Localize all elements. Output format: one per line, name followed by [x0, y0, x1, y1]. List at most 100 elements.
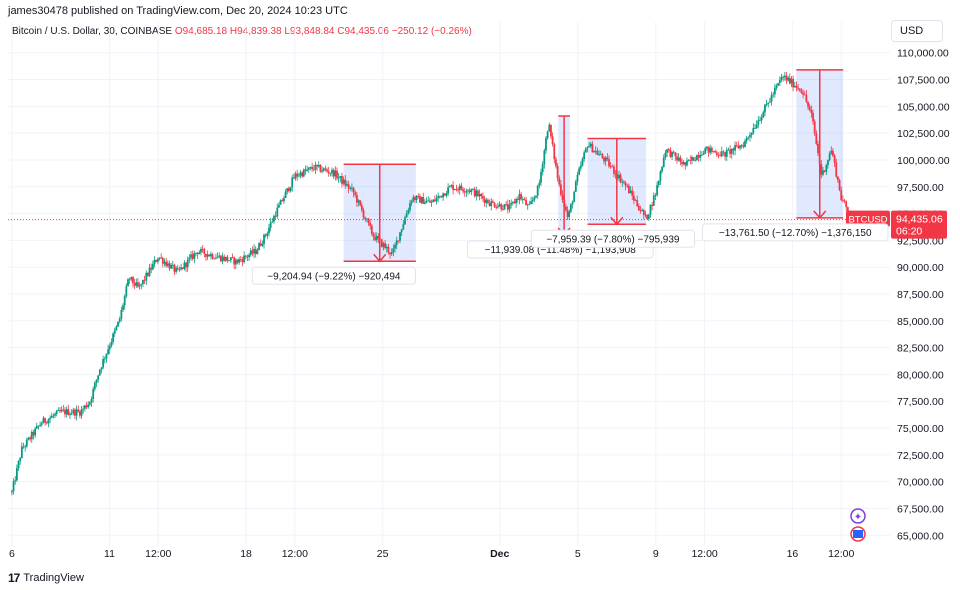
candle-body: [392, 248, 395, 253]
candle-body: [52, 415, 55, 417]
candle-body: [437, 196, 440, 199]
candle-body: [785, 75, 788, 81]
candle-body: [470, 189, 473, 193]
candle-body: [613, 166, 615, 174]
candle-body: [256, 250, 259, 254]
candle-body: [15, 468, 18, 481]
candle-body: [138, 285, 141, 287]
candle-body: [118, 318, 121, 322]
candle-body: [377, 235, 380, 239]
candle-body: [107, 349, 110, 354]
candle-body: [623, 181, 625, 183]
candle-body: [681, 161, 683, 165]
measure-label: −9,204.94 (−9.22%) −920,494: [267, 271, 401, 282]
candle-body: [432, 199, 435, 203]
candle-body: [684, 162, 687, 166]
y-tick-label: 90,000.00: [897, 262, 944, 274]
candle-body: [74, 409, 76, 416]
candle-body: [322, 168, 325, 171]
candle-body: [229, 257, 232, 261]
candle-body: [694, 160, 697, 162]
candle-body: [788, 77, 791, 84]
candle-body: [314, 164, 317, 170]
candle-body: [614, 173, 617, 175]
candle-body: [659, 171, 662, 181]
candle-body: [800, 90, 803, 93]
candle-body: [397, 240, 400, 242]
candle-body: [545, 138, 547, 151]
candle-body: [156, 259, 159, 262]
candle-body: [662, 157, 665, 168]
candle-body: [233, 257, 236, 265]
candle-body: [473, 188, 476, 197]
candle-body: [35, 426, 38, 429]
candle-body: [412, 197, 415, 201]
candle-body: [540, 172, 542, 183]
candle-body: [448, 186, 451, 188]
measure-arrow-head: [373, 253, 387, 263]
candle-body: [803, 94, 806, 96]
candle-body: [292, 177, 295, 179]
y-tick-label: 82,500.00: [897, 343, 944, 355]
candle-body: [510, 202, 513, 205]
x-tick-label: 12:00: [691, 548, 717, 560]
candle-body: [180, 267, 182, 270]
candle-body: [221, 256, 224, 262]
open-value: O94,685.18: [174, 26, 228, 37]
candle-body: [719, 155, 722, 157]
candle-body: [654, 195, 657, 196]
y-tick-label: 67,500.00: [897, 503, 944, 515]
candle-body: [657, 180, 660, 186]
candle-body: [29, 437, 32, 440]
candle-body: [60, 409, 63, 412]
footer: 17 TradingView: [8, 571, 84, 585]
candle-body: [271, 221, 274, 223]
candle-body: [228, 260, 231, 262]
candle-body: [326, 169, 328, 172]
candle-body: [44, 418, 46, 423]
candle-body: [203, 248, 206, 254]
low-value: L93,848.84: [284, 26, 335, 37]
candle-body: [666, 149, 668, 153]
candle-body: [541, 164, 544, 173]
candle-body: [175, 267, 178, 272]
candle-body: [715, 152, 718, 155]
candle-body: [687, 159, 690, 161]
candle-body: [467, 190, 469, 192]
candle-body: [556, 165, 559, 178]
chart-icons: ✦: [850, 508, 866, 542]
candle-body: [775, 85, 778, 88]
candle-body: [478, 193, 481, 197]
candle-body: [729, 149, 731, 154]
candle-body: [661, 167, 663, 172]
candle-body: [283, 198, 285, 202]
candle-body: [127, 279, 129, 287]
candle-body: [828, 153, 831, 161]
symbol-info: Bitcoin / U.S. Dollar, 30, COINBASE O94,…: [12, 26, 472, 37]
candle-body: [447, 187, 450, 194]
candle-body: [160, 257, 163, 259]
candle-body: [611, 166, 614, 168]
candle-body: [261, 244, 264, 246]
candle-body: [158, 257, 161, 260]
candle-body: [435, 198, 438, 202]
candle-body: [263, 234, 265, 245]
candle-body: [634, 200, 637, 202]
candle-body: [150, 267, 153, 270]
candle-body: [120, 309, 123, 319]
candle-body: [341, 176, 343, 184]
currency-selector[interactable]: USD: [891, 20, 943, 42]
candle-body: [224, 256, 227, 261]
candle-body: [375, 235, 378, 241]
candle-body: [50, 416, 53, 418]
candle-body: [674, 152, 677, 157]
y-tick-label: 105,000.00: [897, 101, 950, 113]
candle-body: [400, 229, 403, 233]
candle-body: [112, 333, 114, 342]
candle-body: [331, 169, 333, 174]
x-tick-label: 12:00: [282, 548, 308, 560]
candle-body: [528, 203, 531, 205]
candle-body: [535, 195, 537, 198]
candle-body: [846, 207, 849, 213]
